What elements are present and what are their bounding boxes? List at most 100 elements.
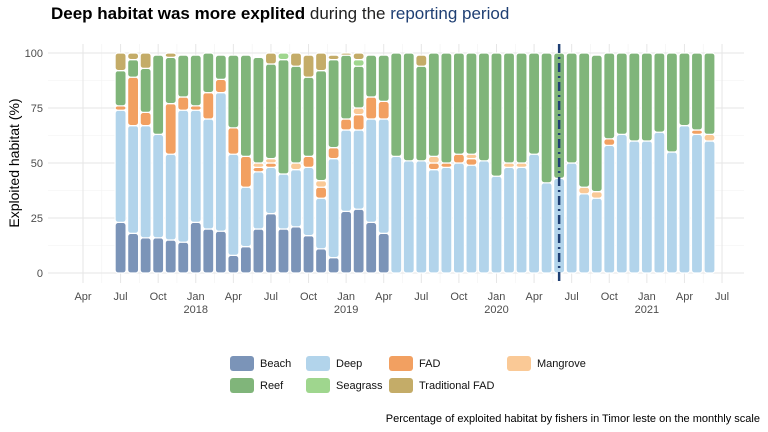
bar-segment-traditional-fad	[139, 52, 152, 69]
y-tick-label: 0	[37, 268, 43, 280]
bar-segment-reef	[239, 54, 252, 157]
legend-label: Mangrove	[537, 357, 586, 370]
bar-segment-mangrove	[578, 186, 591, 195]
bar-segment-deep	[164, 153, 177, 241]
bar-segment-beach	[352, 208, 365, 274]
bar-segment-reef	[189, 54, 202, 107]
bar-segment-mangrove	[502, 162, 516, 169]
bar-segment-reef	[252, 56, 265, 164]
bar-segment-beach	[139, 237, 152, 274]
x-tick-label: Apr	[74, 291, 91, 303]
legend-label: Seagrass	[336, 379, 383, 392]
bar-segment-reef	[502, 52, 516, 164]
bar-segment-reef	[427, 52, 440, 158]
bar-segment-fad	[327, 147, 340, 160]
x-tick-label: Jul	[414, 291, 428, 303]
legend-label: Deep	[336, 357, 363, 370]
bar-segment-mangrove	[465, 153, 478, 160]
bar-segment-beach	[214, 230, 227, 274]
bar-segment-reef	[177, 54, 190, 98]
x-tick-label: Jan	[488, 291, 506, 303]
bar-segment-deep	[440, 166, 453, 274]
bar-segment-reef	[302, 76, 315, 157]
bar-segment-fad	[177, 96, 190, 111]
bar-segment-deep	[365, 118, 378, 224]
legend-item-traditional-fad: Traditional FAD	[389, 378, 494, 393]
legend-item-beach: Beach	[230, 356, 291, 371]
x-tick-year-label: 2020	[484, 304, 508, 316]
x-tick-label: Apr	[225, 291, 242, 303]
bar-segment-reef	[340, 54, 353, 120]
bar-segment-fad	[377, 100, 390, 120]
bar-segment-reef	[578, 52, 591, 188]
bar-segment-deep	[678, 124, 691, 274]
legend-label: Reef	[260, 379, 284, 392]
legend-key	[389, 378, 413, 393]
title-highlight: reporting period	[390, 4, 510, 23]
legend-key	[306, 356, 330, 371]
bar-segment-traditional-fad	[352, 52, 365, 61]
bar-segment-reef	[327, 58, 340, 149]
legend-key	[230, 356, 254, 371]
bar-segment-deep	[302, 166, 315, 237]
bar-segment-reef	[440, 52, 453, 164]
bar-segment-reef	[377, 54, 390, 103]
bar-segment-mangrove	[289, 162, 303, 171]
bar-segment-fad	[139, 111, 152, 127]
bar-segment-beach	[152, 237, 165, 274]
x-tick-label: Oct	[150, 291, 167, 303]
bar-segment-fad	[189, 105, 202, 111]
bar-segment-beach	[239, 246, 252, 274]
bar-segment-deep	[314, 197, 328, 250]
bar-segment-reef	[653, 52, 666, 133]
bar-segment-reef	[114, 69, 127, 107]
bar-segment-fad	[202, 91, 215, 120]
legend-item-fad: FAD	[389, 356, 440, 371]
bar-segment-deep	[527, 153, 541, 274]
bar-segment-deep	[202, 118, 215, 230]
bar-segment-reef	[603, 52, 616, 140]
legend-key	[389, 356, 413, 371]
bar-segment-deep	[690, 133, 704, 274]
bar-segment-deep	[227, 153, 240, 256]
bar-segment-reef	[415, 65, 428, 162]
bar-segment-reef	[264, 63, 278, 160]
bar-segment-mangrove	[264, 158, 278, 164]
bar-segment-deep	[653, 131, 666, 274]
bar-segment-reef	[365, 54, 378, 98]
bar-segment-mangrove	[427, 155, 440, 164]
bar-segment-traditional-fad	[415, 54, 428, 67]
bar-segment-reef	[540, 52, 553, 184]
bar-segment-reef	[640, 52, 653, 142]
bar-segment-fad	[314, 186, 328, 199]
bar-segment-deep	[590, 197, 603, 274]
bar-segment-reef	[565, 52, 578, 164]
bar-segment-fad	[264, 162, 278, 169]
bar-segment-traditional-fad	[302, 54, 315, 78]
bar-segment-seagrass	[352, 58, 365, 67]
legend-label: Traditional FAD	[419, 379, 495, 392]
bar-segment-deep	[578, 193, 591, 274]
bar-segment-deep	[603, 144, 616, 274]
legend: Beach Deep FAD Mangrove Reef Seagrass Traditio…	[230, 356, 610, 396]
bar-segment-beach	[327, 257, 340, 274]
x-tick-label: Jan	[337, 291, 355, 303]
x-tick-label: Oct	[601, 291, 618, 303]
bar-segment-deep	[114, 109, 127, 223]
bar-segment-fad	[427, 162, 440, 171]
bar-segment-beach	[127, 232, 140, 274]
bar-segment-deep	[452, 162, 465, 274]
bar-segment-reef	[314, 69, 328, 182]
x-tick-year-label: 2019	[334, 304, 358, 316]
bar-segment-reef	[277, 58, 290, 175]
bar-segment-deep	[402, 160, 415, 274]
bar-segment-reef	[289, 65, 303, 164]
bar-segment-deep	[277, 173, 290, 230]
bar-segment-reef	[139, 67, 152, 114]
bar-segment-beach	[189, 221, 202, 274]
bar-segment-fad	[214, 78, 227, 94]
bar-segment-deep	[465, 164, 478, 274]
bar-segment-beach	[302, 235, 315, 274]
x-tick-label: Apr	[526, 291, 543, 303]
